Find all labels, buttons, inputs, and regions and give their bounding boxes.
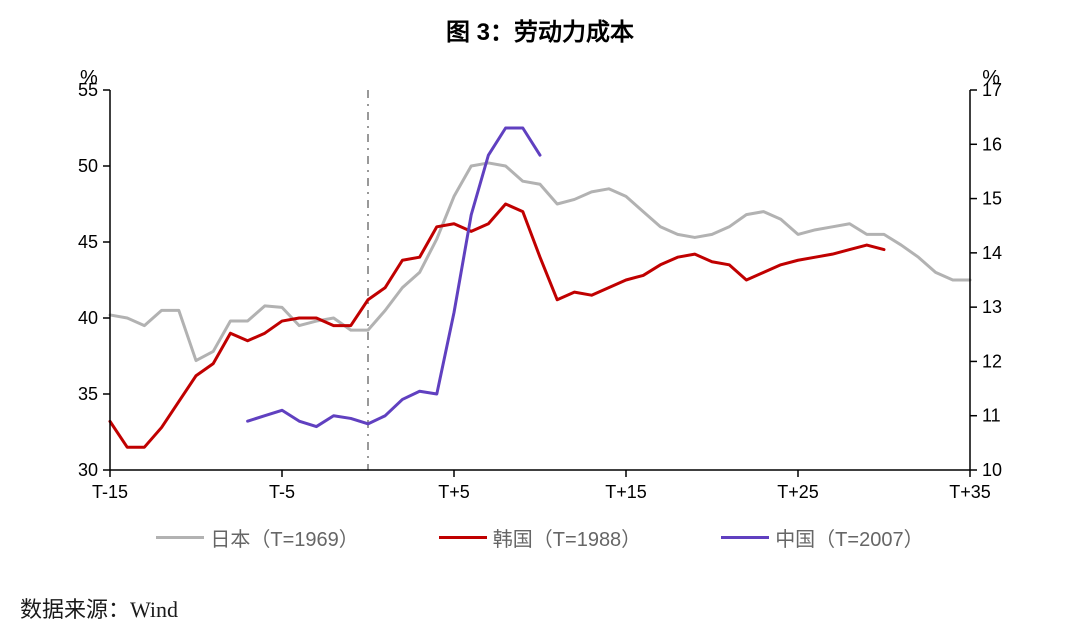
x-tick-label: T+5 <box>438 482 470 502</box>
y-right-tick-label: 10 <box>982 460 1002 480</box>
chart-title: 图 3：劳动力成本 <box>0 12 1080 47</box>
y-right-unit: % <box>982 67 1000 89</box>
series-japan <box>110 163 970 361</box>
legend-swatch <box>156 536 204 539</box>
legend-item-korea: 韩国（T=1988） <box>439 523 641 552</box>
x-tick-label: T-15 <box>92 482 128 502</box>
y-right-tick-label: 11 <box>982 406 1001 426</box>
legend-label: 韩国（T=1988） <box>493 523 641 552</box>
legend-label: 中国（T=2007） <box>775 523 923 552</box>
legend: 日本（T=1969） 韩国（T=1988） 中国（T=2007） <box>40 523 1040 552</box>
chart-area: T-15T-5T+5T+15T+25T+35303540455055101112… <box>40 60 1040 560</box>
legend-swatch <box>439 536 487 539</box>
y-right-tick-label: 13 <box>982 297 1002 317</box>
y-right-tick-label: 15 <box>982 189 1002 209</box>
legend-swatch <box>721 536 769 539</box>
legend-label: 日本（T=1969） <box>210 523 358 552</box>
y-left-tick-label: 45 <box>78 232 98 252</box>
series-china <box>248 128 540 427</box>
y-right-tick-label: 12 <box>982 351 1002 371</box>
x-tick-label: T-5 <box>269 482 295 502</box>
figure-container: 图 3：劳动力成本 T-15 T-5 T+5 T+15 T+25 T+35 30 35 40 45… <box>0 0 1080 642</box>
y-right-tick-label: 14 <box>982 243 1002 263</box>
y-left-tick-label: 30 <box>78 460 98 480</box>
y-left-unit: % <box>80 67 98 89</box>
y-left-tick-label: 40 <box>78 308 98 328</box>
x-tick-label: T+35 <box>949 482 991 502</box>
x-tick-label: T+25 <box>777 482 819 502</box>
y-left-tick-label: 50 <box>78 156 98 176</box>
x-tick-label: T+15 <box>605 482 647 502</box>
legend-item-china: 中国（T=2007） <box>721 523 923 552</box>
y-left-tick-label: 35 <box>78 384 98 404</box>
data-source-label: 数据来源：Wind <box>20 592 178 624</box>
line-chart: T-15T-5T+5T+15T+25T+35303540455055101112… <box>40 60 1040 560</box>
legend-item-japan: 日本（T=1969） <box>156 523 358 552</box>
y-right-tick-label: 16 <box>982 134 1002 154</box>
